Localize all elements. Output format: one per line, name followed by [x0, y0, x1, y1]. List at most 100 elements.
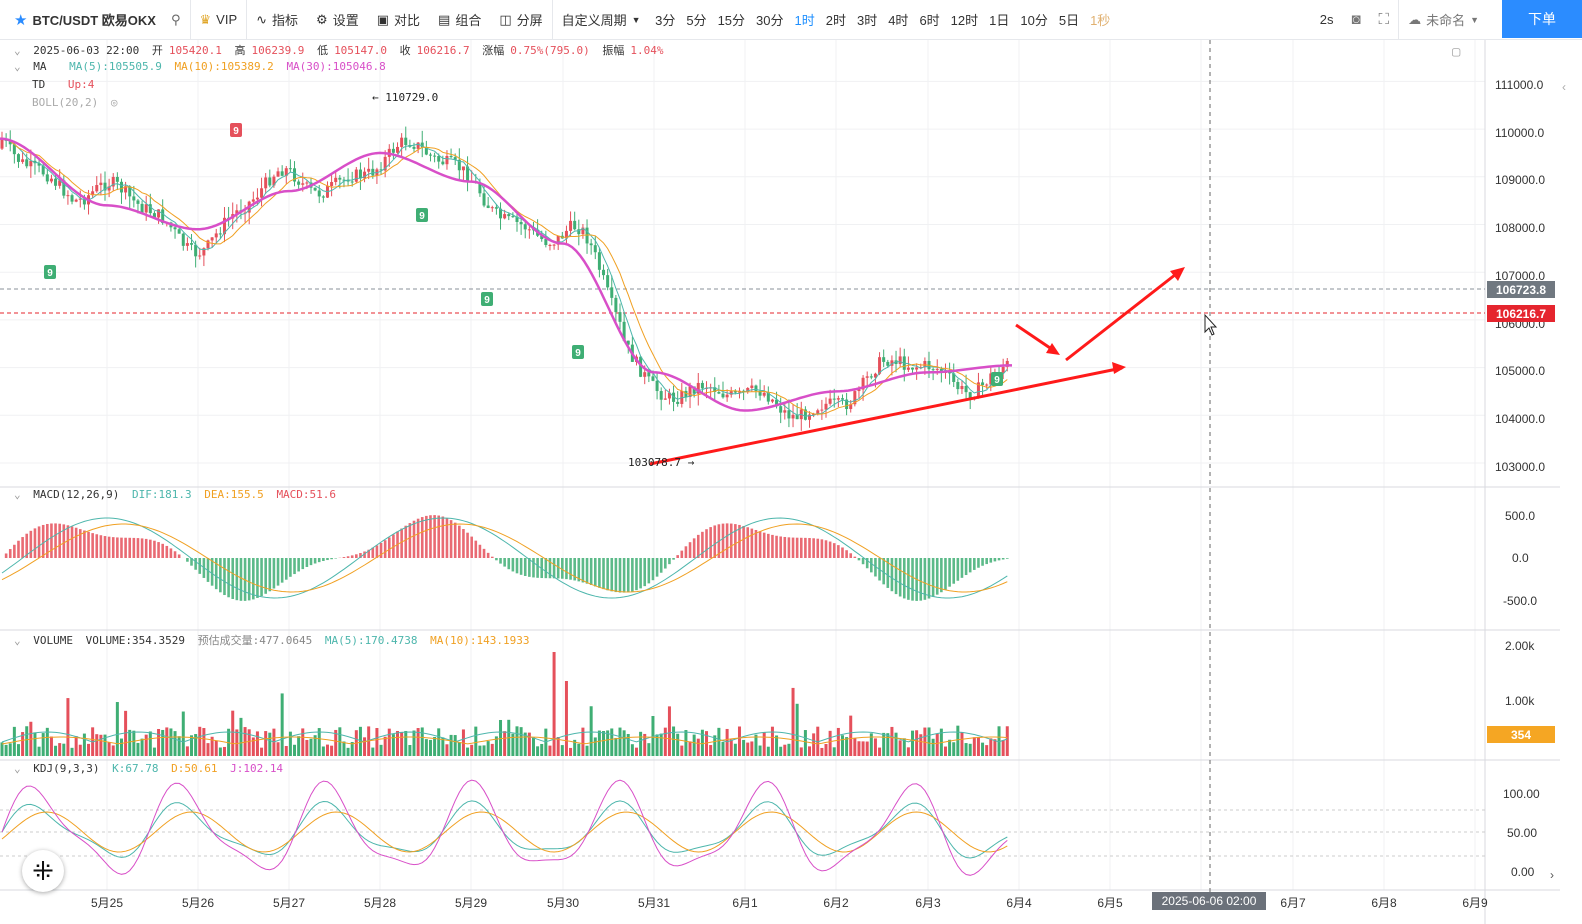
macd-bar	[515, 558, 519, 574]
candle-body	[746, 387, 750, 392]
macd-bar	[977, 558, 980, 568]
timeframe-5[interactable]: 2时	[825, 13, 846, 28]
volume-bar	[424, 739, 428, 756]
price-axis-label: 109000.0	[1495, 173, 1546, 188]
settings-button[interactable]: ⚙ 设置	[307, 0, 368, 40]
search-icon[interactable]: ⚲	[170, 11, 181, 27]
candle-body	[713, 387, 717, 392]
candle-body	[330, 182, 334, 187]
volume-bar	[643, 733, 647, 756]
eye-hidden-icon[interactable]: ◎	[110, 96, 118, 109]
timeframe-8[interactable]: 6时	[919, 13, 940, 28]
custom-period-dropdown[interactable]: 自定义周期 ▼	[553, 0, 650, 40]
chevron-icon[interactable]: ⌄	[14, 60, 21, 73]
compare-button[interactable]: ▣ 对比	[368, 0, 429, 40]
candle-body	[37, 163, 41, 166]
volume-bar	[1005, 726, 1009, 756]
macd-bar	[70, 526, 74, 558]
timeframe-13[interactable]: 1秒	[1090, 13, 1111, 28]
macd-bar	[668, 558, 671, 565]
camera-icon[interactable]: ◙	[1351, 11, 1361, 28]
candle-body	[82, 198, 86, 205]
vip-button[interactable]: ♛ VIP	[191, 0, 247, 40]
macd-bar	[37, 526, 41, 558]
macd-bar	[532, 558, 535, 578]
legend-date: 2025-06-03 22:00	[33, 44, 140, 57]
timeframe-6[interactable]: 3时	[856, 13, 878, 28]
macd-bar	[342, 557, 346, 558]
macd-bar	[1001, 558, 1005, 560]
timeframe-0[interactable]: 3分	[655, 13, 676, 28]
volume-bar	[626, 733, 630, 756]
chevron-icon[interactable]: ⌄	[14, 762, 21, 775]
candle-body	[218, 233, 222, 235]
candle-body	[210, 237, 214, 241]
macd-bar	[935, 558, 939, 595]
interval-button[interactable]: 2s	[1319, 12, 1334, 27]
chevron-icon[interactable]: ⌄	[14, 488, 21, 501]
candle-body	[21, 159, 25, 162]
macd-bar	[585, 558, 589, 584]
macd-bar	[956, 558, 960, 581]
macd-bar	[622, 558, 626, 593]
combo-button[interactable]: ▤ 组合	[429, 0, 490, 40]
timeframe-9[interactable]: 12时	[950, 13, 979, 28]
volume-bar	[8, 743, 12, 756]
macd-bar	[985, 558, 988, 565]
order-button[interactable]: 下单	[1502, 0, 1582, 38]
candle-body	[313, 187, 317, 191]
candle-body	[840, 398, 844, 400]
macd-bar	[458, 525, 461, 558]
macd-bar	[474, 540, 478, 558]
chevron-icon[interactable]: ⌄	[14, 44, 21, 57]
symbol-selector[interactable]: ★ BTC/USDT 欧易OKX ⚲	[0, 0, 190, 40]
candle-body	[157, 209, 161, 218]
timeframe-12[interactable]: 5日	[1058, 13, 1080, 28]
macd-bar	[359, 553, 362, 558]
macd-bar	[375, 545, 379, 558]
indicators-button[interactable]: ∿ 指标	[247, 0, 307, 40]
timeframe-11[interactable]: 10分	[1020, 13, 1048, 28]
volume-bar	[828, 730, 832, 756]
candle-body	[779, 406, 783, 413]
collapse-panel-icon[interactable]: ‹	[1562, 80, 1566, 94]
split-screen-button[interactable]: ◫ 分屏	[490, 0, 551, 40]
candle-body	[379, 169, 383, 171]
candle-body	[358, 169, 362, 179]
macd-bar	[470, 536, 473, 558]
macd-bar	[54, 523, 57, 558]
macd-bar	[767, 533, 770, 558]
compare-icon: ▣	[376, 11, 390, 27]
volume-bar	[713, 735, 717, 756]
macd-bar	[894, 558, 898, 595]
okx-logo-icon[interactable]: ⁜	[22, 850, 64, 892]
candle-body	[478, 182, 482, 194]
maximize-icon[interactable]: ▢	[1452, 44, 1461, 60]
candle-body	[639, 356, 643, 377]
volume-bar	[74, 736, 78, 756]
star-icon[interactable]: ★	[14, 11, 28, 29]
indicator-icon: ∿	[256, 11, 268, 27]
chart-area[interactable]: 9 9 9 9 9 9 ⌄ 2025-06-03 22:00 开 105420.1 高 106…	[0, 40, 1582, 924]
timeframe-2[interactable]: 15分	[717, 13, 746, 28]
timeframe-3[interactable]: 30分	[756, 13, 784, 28]
candle-body	[350, 181, 354, 183]
layout-dropdown[interactable]: ☁ 未命名 ▼	[1399, 0, 1488, 40]
fullscreen-icon[interactable]: ⛶	[1378, 11, 1390, 28]
scroll-right-icon[interactable]: ›	[1550, 868, 1554, 882]
top-toolbar: ★ BTC/USDT 欧易OKX ⚲ ♛ VIP ∿ 指标 ⚙ 设置 ▣ 对比 …	[0, 0, 1582, 40]
arrow-drawing	[1065, 269, 1181, 362]
timeframe-10[interactable]: 1日	[989, 13, 1010, 28]
macd-bar	[367, 549, 370, 558]
timeframe-4[interactable]: 1时	[794, 13, 815, 28]
volume-bar	[873, 738, 877, 756]
chevron-icon[interactable]: ⌄	[14, 634, 21, 647]
timeframe-1[interactable]: 5分	[686, 13, 707, 28]
volume-bar	[173, 731, 177, 756]
candle-body	[338, 177, 342, 180]
timeframe-7[interactable]: 4时	[888, 13, 909, 28]
candle-body	[486, 205, 490, 208]
chart-canvas[interactable]: 9 9 9 9 9 9	[0, 40, 1582, 924]
candle-body	[91, 191, 95, 196]
macd-bar	[276, 558, 280, 586]
